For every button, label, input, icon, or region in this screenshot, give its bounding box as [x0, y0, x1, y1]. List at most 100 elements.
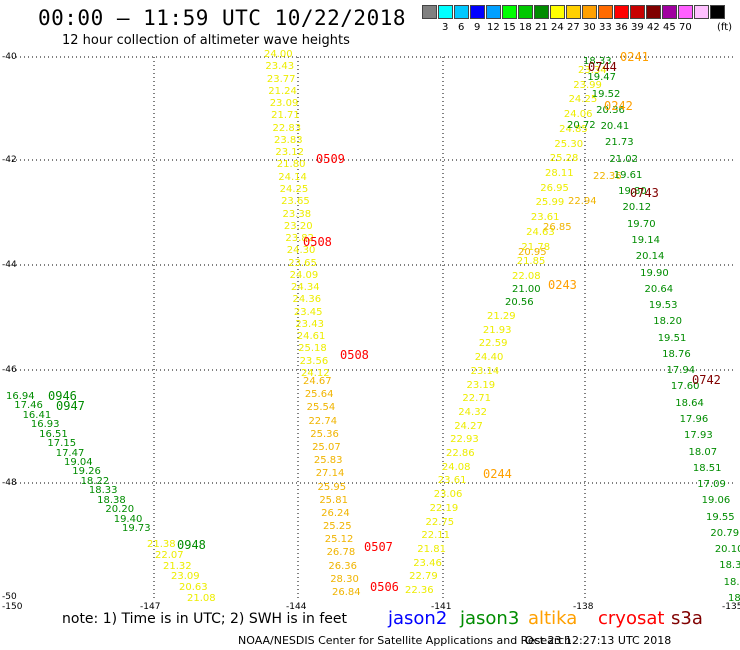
wave-height-value: 26.36 — [328, 560, 358, 572]
wave-height-value: 24.32 — [458, 406, 487, 418]
wave-height-value: 22.83 — [272, 122, 302, 134]
wave-height-value: 24.09 — [289, 269, 319, 281]
wave-height-value: 20.14 — [635, 251, 665, 263]
wave-height-value: 24.63 — [526, 226, 555, 238]
pass-time-label: 0948 — [177, 538, 206, 552]
wave-height-value: 21.00 — [512, 284, 541, 295]
wave-height-value: 24.85 — [559, 123, 588, 135]
legend-swatch — [518, 5, 533, 19]
wave-height-value: 22.79 — [409, 571, 438, 583]
wave-height-value: 25.99 — [535, 197, 565, 209]
wave-height-value: 17.94 — [666, 365, 696, 377]
wave-height-value: 24.25 — [279, 183, 309, 195]
wave-height-value: 20.64 — [644, 283, 674, 295]
wave-height-value: 21.71 — [271, 110, 300, 122]
pass-time-label: 0508 — [303, 235, 332, 249]
wave-height-value: 24.27 — [454, 420, 483, 432]
wave-height-value: 24.00 — [264, 49, 293, 60]
legend-label: 45 — [663, 22, 676, 33]
wave-height-value: 19.80 — [618, 186, 647, 198]
wave-height-value: 22.86 — [446, 448, 475, 459]
longitude-label: -135 — [722, 602, 740, 612]
legend-swatch — [422, 5, 437, 19]
legend-label: 39 — [631, 22, 644, 33]
pass-time-label: 0244 — [483, 467, 512, 481]
wave-height-value: 23.38 — [282, 208, 312, 220]
footer-note: note: 1) Time is in UTC; 2) SWH is in fe… — [62, 611, 348, 627]
wave-height-value: 25.95 — [317, 481, 347, 493]
wave-height-value: 16.94 — [6, 391, 35, 402]
wave-height-value: 23.61 — [530, 212, 560, 224]
wave-height-value: 22.19 — [429, 502, 459, 514]
wave-height-value: 16.51 — [39, 428, 68, 440]
wave-height-value: 25.83 — [313, 455, 343, 467]
map-subtitle: 12 hour collection of altimeter wave hei… — [62, 33, 350, 48]
legend-swatch — [662, 5, 677, 19]
pass-time-label: 0742 — [692, 373, 721, 387]
wave-height-value: 21.85 — [516, 256, 546, 268]
wave-height-value: 25.07 — [312, 441, 341, 453]
wave-height-value: 23.65 — [288, 257, 317, 269]
longitude-label: -147 — [140, 602, 161, 612]
legend-label: 70 — [679, 22, 692, 33]
latitude-label: -42 — [2, 155, 17, 165]
legend-swatch — [646, 5, 661, 19]
wave-height-value: 24.12 — [301, 368, 330, 379]
pass-time-label: 0506 — [370, 580, 399, 594]
wave-height-value: 27.14 — [315, 468, 345, 480]
pass-time-label: 0744 — [588, 60, 617, 74]
wave-height-value: 19.90 — [640, 267, 669, 279]
wave-height-value: 23.82 — [285, 233, 314, 245]
legend-swatch — [710, 5, 725, 19]
wave-height-value: 21.73 — [604, 137, 634, 149]
legend-swatch — [566, 5, 581, 19]
wave-height-value: 23.56 — [299, 355, 329, 367]
wave-height-value: 21.81 — [417, 543, 446, 555]
wave-height-value: 20.12 — [622, 202, 652, 214]
wave-height-value: 24.06 — [563, 109, 593, 121]
wave-height-value: 17.60 — [670, 381, 700, 393]
wave-height-value: 23.09 — [269, 98, 299, 110]
wave-height-value: 19.53 — [648, 300, 678, 312]
wave-height-value: 18.7 — [723, 576, 740, 588]
wave-height-value: 26.95 — [540, 182, 569, 194]
wave-height-value: 16.41 — [22, 409, 52, 421]
pass-time-label: 0507 — [364, 540, 393, 554]
wave-height-value: 24.08 — [441, 461, 471, 473]
legend-swatch — [486, 5, 501, 19]
footer-timestamp: Oct 23 12:27:13 UTC 2018 — [525, 634, 672, 647]
wave-height-value: 28.30 — [330, 573, 359, 585]
wave-height-value: 22.94 — [568, 196, 597, 208]
wave-height-value: 25.81 — [319, 494, 348, 506]
wave-height-value: 19.04 — [64, 457, 93, 468]
legend-label: 12 — [487, 22, 500, 33]
wave-height-value: 22.75 — [425, 516, 455, 528]
wave-height-value: 19.40 — [113, 513, 143, 525]
wave-height-value: 23.34 — [578, 65, 607, 76]
wave-height-value: 25.25 — [322, 521, 352, 533]
pass-time-label: 0509 — [316, 152, 345, 166]
wave-height-value: 20.72 — [567, 120, 596, 131]
map-title: 00:00 – 11:59 UTC 10/22/2018 — [38, 6, 407, 30]
legend-label: 33 — [599, 22, 612, 33]
wave-height-value: 22.74 — [308, 415, 338, 427]
legend-label: 6 — [458, 22, 465, 33]
wave-height-value: 18.33 — [583, 56, 612, 67]
wave-height-value: 19.73 — [122, 523, 151, 534]
wave-height-value: 24.67 — [303, 376, 332, 387]
wave-height-value: 18.38 — [97, 494, 126, 506]
wave-height-value: 24.14 — [278, 171, 307, 183]
legend-label: 24 — [551, 22, 564, 33]
wave-height-value: 19.70 — [626, 218, 656, 230]
wave-height-value: 23.43 — [295, 318, 324, 330]
footer-credit: NOAA/NESDIS Center for Satellite Applica… — [238, 634, 572, 647]
legend-label: 15 — [503, 22, 516, 33]
legend-label: 21 — [535, 22, 548, 33]
wave-height-value: 23.46 — [413, 557, 442, 569]
wave-height-value: 22.36 — [593, 171, 622, 182]
latitude-label: -40 — [2, 52, 17, 62]
wave-height-value: 18.76 — [662, 348, 691, 360]
wave-height-value: 23.61 — [437, 475, 467, 487]
